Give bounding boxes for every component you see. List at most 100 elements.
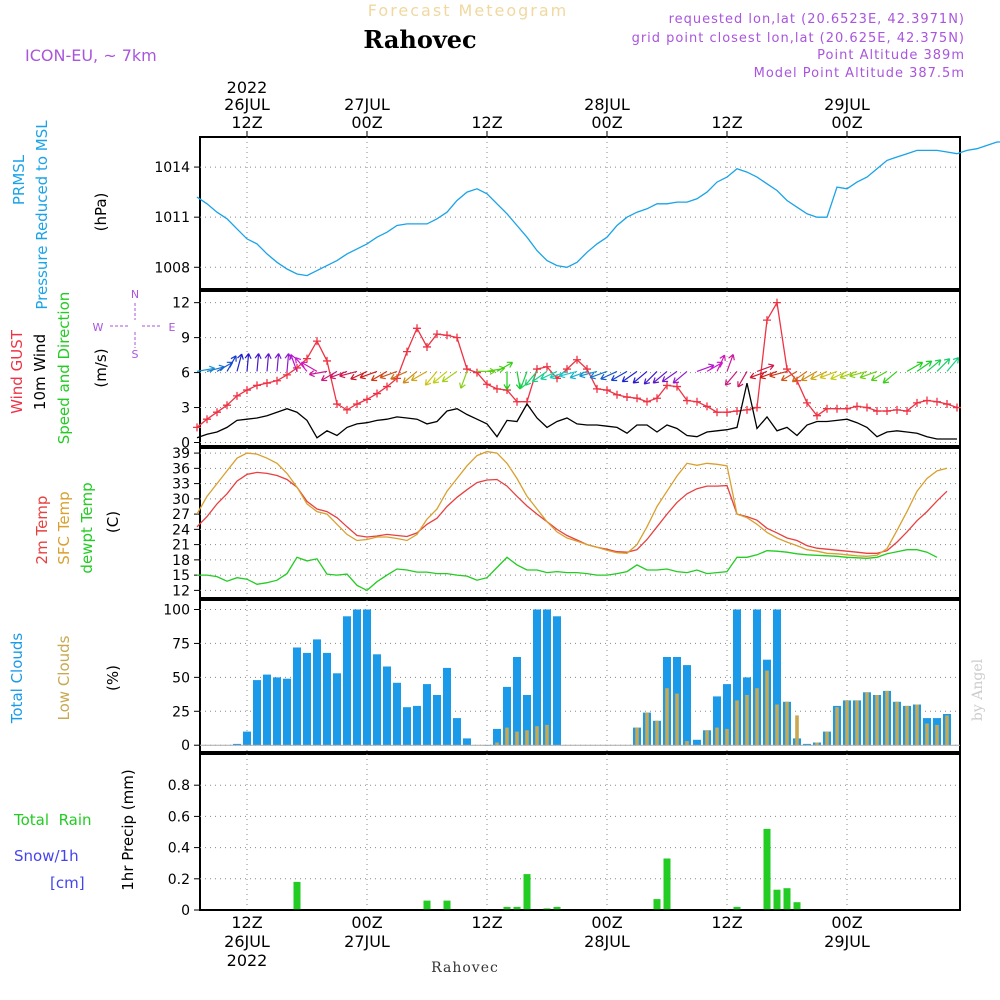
wind-direction-arrow (350, 370, 368, 381)
pressure-panel: 1008 1011 1014 (154, 136, 1000, 290)
precipitation-ytick-label: 0.4 (168, 841, 190, 857)
gust-marker (933, 397, 941, 406)
gust-marker (453, 333, 461, 342)
gust-marker (513, 397, 521, 406)
low-cloud-bar (835, 707, 839, 746)
total-cloud-bar (543, 609, 551, 746)
wind-direction-arrow (859, 370, 878, 380)
axis-time-label: 00Z (831, 113, 862, 132)
temperature-ytick-label: 39 (172, 446, 190, 462)
rain-bar (793, 902, 801, 910)
temperature-ytick-label: 27 (172, 507, 190, 523)
total-cloud-bar (453, 718, 461, 746)
gust-label: Wind GUST (8, 329, 26, 414)
axis-time-label: 00Z (591, 113, 622, 132)
gust-marker (823, 404, 831, 413)
wind-direction-arrow (274, 353, 282, 372)
wind-direction-arrow (661, 370, 678, 383)
total-cloud-bar (443, 667, 451, 746)
wind-direction-arrow (769, 370, 788, 379)
clouds-frame (199, 599, 961, 753)
temp-labels: 2m Temp SFC Temp dewpt Temp (C) (33, 482, 122, 573)
temperature-ytick-label: 24 (172, 522, 190, 538)
sfc-label: SFC Temp (55, 491, 73, 564)
low-cloud-bar (775, 704, 779, 746)
gust-marker (683, 396, 691, 405)
total-cloud-bar (373, 654, 381, 746)
total-cloud-bar (803, 743, 811, 746)
precip-axis-label: 1hr Precip (mm) (119, 769, 137, 890)
total-cloud-bar (503, 686, 511, 746)
total-cloud-bar (253, 680, 261, 746)
gust-marker (303, 354, 311, 363)
wind-ytick-label: 3 (181, 401, 190, 417)
total-cloud-bar (753, 609, 761, 746)
low-cloud-bar (935, 724, 939, 746)
gust-marker (733, 407, 741, 416)
gust-marker (843, 404, 851, 413)
total-cloud-bar (363, 609, 371, 746)
axis-time-label: 00Z (591, 913, 622, 932)
wind-direction-arrow (600, 370, 618, 381)
gust-marker (693, 397, 701, 406)
temperature-ytick-label: 18 (172, 553, 190, 569)
low-cloud-label: Low Clouds (55, 635, 73, 720)
wind-direction-arrow (849, 370, 868, 379)
precip-panel: 0 0.2 0.4 0.6 0.8 (168, 753, 961, 919)
gust-marker (673, 382, 681, 391)
wind-direction-arrow (308, 370, 328, 378)
wind-direction-arrow (632, 370, 648, 384)
total-cloud-bar (683, 665, 691, 746)
low-cloud-bar (645, 712, 649, 746)
gust-marker (243, 386, 251, 395)
total-cloud-bar (533, 609, 541, 746)
gust-marker (403, 347, 411, 356)
total-cloud-bar (723, 684, 731, 746)
total-cloud-bar (383, 666, 391, 746)
axis-date-label: 29JUL (824, 95, 870, 114)
gust-marker (853, 402, 861, 411)
wind-direction-arrow (410, 370, 428, 382)
low-cloud-bar (855, 700, 859, 746)
wind-direction-arrow (759, 370, 778, 380)
total-cloud-bar (283, 678, 291, 746)
low-cloud-bar (915, 704, 919, 746)
axis-date-label: 26JUL (224, 932, 270, 951)
axis-year-label: 2022 (227, 78, 268, 97)
total-cloud-bar (513, 657, 521, 746)
rain-bar (773, 889, 781, 910)
wind-direction-arrow (906, 361, 924, 372)
gust-marker (593, 384, 601, 393)
gust-marker (713, 408, 721, 417)
gust-marker (813, 411, 821, 420)
wind-direction-arrow (459, 371, 468, 389)
pressure-ytick-label: 1014 (154, 160, 190, 176)
dew-label: dewpt Temp (78, 482, 96, 573)
wind-direction-arrow (254, 353, 262, 372)
low-cloud-bar (515, 731, 519, 746)
gust-marker (953, 403, 961, 412)
pressure-labels: PRMSL Pressure Reduced to MSL (hPa) (10, 120, 110, 310)
low-cloud-bar (505, 727, 509, 746)
total-cloud-bar (733, 609, 741, 746)
low-cloud-bar (635, 727, 639, 746)
axis-date-label: 28JUL (584, 95, 630, 114)
rain-bar (653, 899, 661, 910)
gust-marker (903, 407, 911, 416)
wind-direction-arrow (749, 370, 768, 380)
temperature-ytick-label: 36 (172, 461, 190, 477)
gust-marker (373, 389, 381, 398)
wind-direction-arrow (800, 370, 818, 382)
low-cloud-bar (895, 701, 899, 746)
wind-direction-arrow (503, 371, 511, 390)
low-cloud-bar (765, 670, 769, 746)
gust-marker (273, 376, 281, 385)
gust-marker (473, 368, 481, 377)
gust-marker (803, 398, 811, 407)
cloud-unit-label: (%) (104, 665, 122, 691)
total-cloud-bar (273, 677, 281, 746)
cloud-panel: 0 25 50 75 100 (163, 599, 961, 754)
rain-bar (733, 906, 741, 910)
total-cloud-bar (303, 652, 311, 746)
clouds-ytick-label: 50 (172, 670, 190, 686)
